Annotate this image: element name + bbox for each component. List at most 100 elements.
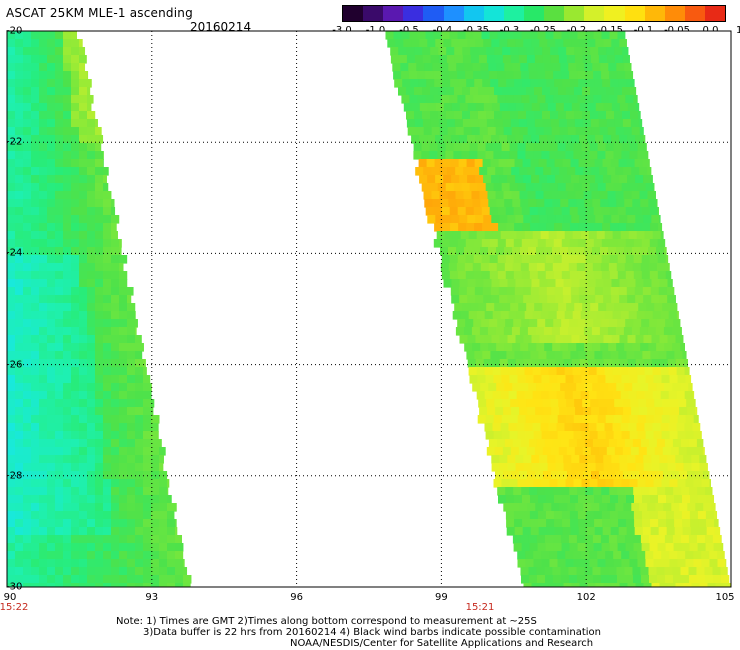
wind-cell <box>15 551 24 560</box>
wind-cell <box>560 383 569 392</box>
wind-cell <box>79 55 87 64</box>
wind-cell <box>548 423 558 432</box>
wind-cell <box>79 519 88 528</box>
wind-cell <box>478 119 488 128</box>
wind-cell <box>119 279 128 288</box>
wind-cell <box>119 367 128 376</box>
wind-cell <box>63 79 72 88</box>
wind-cell <box>568 343 577 352</box>
wind-cell <box>79 175 88 184</box>
wind-cell <box>605 551 614 560</box>
color-scale-swatch <box>503 6 524 21</box>
wind-cell <box>79 111 88 120</box>
wind-cell <box>513 511 523 520</box>
wind-cell <box>640 247 649 256</box>
lat-tick-label: -28 <box>6 470 23 482</box>
wind-cell <box>103 271 112 280</box>
wind-cell <box>7 143 16 152</box>
wind-cell <box>472 263 482 272</box>
wind-cell <box>87 151 96 160</box>
wind-cell <box>639 167 648 176</box>
wind-cell <box>31 359 40 368</box>
wind-cell <box>95 119 98 128</box>
wind-cell <box>175 567 184 576</box>
wind-cell <box>159 519 168 528</box>
wind-cell <box>612 391 622 400</box>
wind-cell <box>549 479 559 488</box>
wind-cell <box>71 375 80 384</box>
wind-cell <box>55 343 64 352</box>
wind-cell <box>507 103 517 112</box>
wind-cell <box>677 551 686 560</box>
color-scale-swatch <box>624 6 645 21</box>
wind-cell <box>7 39 16 48</box>
wind-cell <box>644 367 654 376</box>
wind-cell <box>39 71 48 80</box>
wind-cell <box>71 343 80 352</box>
wind-cell <box>55 463 64 472</box>
wind-cell <box>565 151 574 160</box>
wind-cell <box>536 567 546 576</box>
wind-cell <box>607 327 617 336</box>
wind-cell <box>660 231 664 240</box>
wind-cell <box>79 575 88 584</box>
wind-cell <box>674 351 683 360</box>
wind-cell <box>655 327 665 336</box>
wind-cell <box>103 375 112 384</box>
color-scale-bar <box>342 5 726 22</box>
wind-cell <box>597 551 606 560</box>
wind-cell <box>538 351 547 360</box>
wind-cell <box>71 575 80 584</box>
wind-cell <box>721 543 724 552</box>
wind-cell <box>95 527 104 536</box>
wind-cell <box>685 431 695 440</box>
wind-cell <box>676 423 686 432</box>
wind-cell <box>7 279 16 288</box>
wind-cell <box>577 543 587 552</box>
wind-cell <box>427 39 436 48</box>
wind-cell <box>513 319 522 328</box>
wind-cell <box>55 511 64 520</box>
wind-cell <box>79 327 88 336</box>
wind-cell <box>590 447 600 456</box>
wind-cell <box>659 335 669 344</box>
wind-cell <box>79 455 88 464</box>
wind-cell <box>625 575 634 584</box>
wind-cell <box>135 327 137 336</box>
wind-cell <box>531 39 540 48</box>
wind-cell <box>506 287 516 296</box>
wind-cell <box>616 63 625 72</box>
wind-cell <box>651 455 660 464</box>
wind-cell <box>552 263 562 272</box>
wind-cell <box>127 343 136 352</box>
wind-cell <box>175 503 177 512</box>
wind-cell <box>649 487 658 496</box>
wind-cell <box>477 415 487 424</box>
wind-cell <box>613 183 623 192</box>
wind-cell <box>521 543 531 552</box>
wind-cell <box>595 279 605 288</box>
wind-cell <box>517 559 527 568</box>
wind-cell <box>119 535 128 544</box>
wind-cell <box>127 303 136 312</box>
wind-cell <box>534 119 544 128</box>
wind-cell <box>31 535 40 544</box>
wind-cell <box>71 279 80 288</box>
wind-cell <box>617 319 626 328</box>
wind-cell <box>593 271 603 280</box>
wind-cell <box>95 351 104 360</box>
wind-cell <box>39 527 48 536</box>
wind-cell <box>119 575 128 584</box>
wind-cell <box>600 535 610 544</box>
wind-cell <box>455 191 465 200</box>
wind-cell <box>63 183 72 192</box>
wind-cell <box>449 271 459 280</box>
wind-cell <box>530 79 539 88</box>
wind-cell <box>579 215 588 224</box>
note-line-2: 3)Data buffer is 22 hrs from 20160214 4)… <box>143 627 601 638</box>
wind-cell <box>486 55 496 64</box>
wind-cell <box>39 343 48 352</box>
wind-cell <box>119 359 128 368</box>
wind-cell <box>635 455 644 464</box>
wind-cell <box>493 415 503 424</box>
